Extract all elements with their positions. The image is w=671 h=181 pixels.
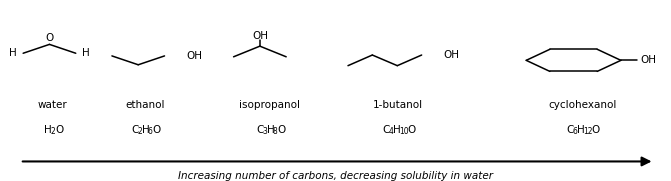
Text: cyclohexanol: cyclohexanol bbox=[548, 100, 616, 110]
Text: Increasing number of carbons, decreasing solubility in water: Increasing number of carbons, decreasing… bbox=[178, 171, 493, 181]
Text: ethanol: ethanol bbox=[125, 100, 164, 110]
Text: H: H bbox=[83, 48, 90, 58]
Text: 6: 6 bbox=[572, 127, 578, 136]
Text: isopropanol: isopropanol bbox=[240, 100, 300, 110]
Text: 12: 12 bbox=[583, 127, 592, 136]
Text: 2: 2 bbox=[50, 127, 55, 136]
Text: water: water bbox=[38, 100, 68, 110]
Text: H: H bbox=[577, 125, 584, 134]
Text: OH: OH bbox=[444, 50, 460, 60]
Text: C: C bbox=[131, 125, 138, 134]
Text: O: O bbox=[152, 125, 160, 134]
Text: 10: 10 bbox=[399, 127, 409, 136]
Text: O: O bbox=[592, 125, 600, 134]
Text: C: C bbox=[256, 125, 264, 134]
Text: H: H bbox=[142, 125, 150, 134]
Text: OH: OH bbox=[641, 55, 657, 65]
Text: 2: 2 bbox=[138, 127, 142, 136]
Text: 1-butanol: 1-butanol bbox=[373, 100, 423, 110]
Text: O: O bbox=[277, 125, 285, 134]
Text: O: O bbox=[55, 125, 63, 134]
Text: H: H bbox=[44, 125, 52, 134]
FancyArrowPatch shape bbox=[23, 158, 650, 165]
Text: OH: OH bbox=[252, 31, 268, 41]
Text: 3: 3 bbox=[262, 127, 267, 136]
Text: H: H bbox=[9, 48, 17, 58]
Text: 6: 6 bbox=[148, 127, 153, 136]
Text: 4: 4 bbox=[389, 127, 393, 136]
Text: C: C bbox=[566, 125, 574, 134]
Text: C: C bbox=[382, 125, 390, 134]
Text: H: H bbox=[266, 125, 274, 134]
Text: O: O bbox=[407, 125, 416, 134]
Text: 8: 8 bbox=[273, 127, 278, 136]
Text: OH: OH bbox=[187, 50, 202, 61]
Text: O: O bbox=[46, 33, 54, 43]
Text: H: H bbox=[393, 125, 401, 134]
